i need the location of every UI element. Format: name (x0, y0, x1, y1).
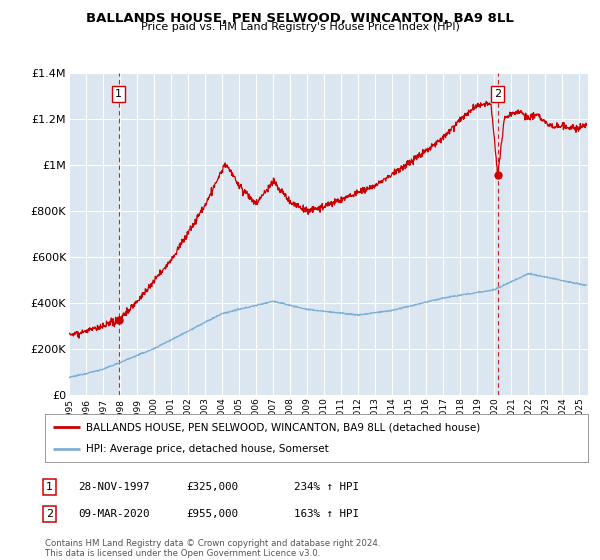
Text: 09-MAR-2020: 09-MAR-2020 (78, 509, 149, 519)
Text: 2: 2 (494, 88, 501, 99)
Text: BALLANDS HOUSE, PEN SELWOOD, WINCANTON, BA9 8LL (detached house): BALLANDS HOUSE, PEN SELWOOD, WINCANTON, … (86, 422, 480, 432)
Text: 163% ↑ HPI: 163% ↑ HPI (294, 509, 359, 519)
Text: Price paid vs. HM Land Registry's House Price Index (HPI): Price paid vs. HM Land Registry's House … (140, 22, 460, 32)
Text: £955,000: £955,000 (186, 509, 238, 519)
Text: 2: 2 (46, 509, 53, 519)
Text: HPI: Average price, detached house, Somerset: HPI: Average price, detached house, Some… (86, 444, 328, 454)
Text: 1: 1 (115, 88, 122, 99)
Text: BALLANDS HOUSE, PEN SELWOOD, WINCANTON, BA9 8LL: BALLANDS HOUSE, PEN SELWOOD, WINCANTON, … (86, 12, 514, 25)
Text: 234% ↑ HPI: 234% ↑ HPI (294, 482, 359, 492)
Text: 1: 1 (46, 482, 53, 492)
Text: 28-NOV-1997: 28-NOV-1997 (78, 482, 149, 492)
Text: £325,000: £325,000 (186, 482, 238, 492)
Text: Contains HM Land Registry data © Crown copyright and database right 2024.
This d: Contains HM Land Registry data © Crown c… (45, 539, 380, 558)
